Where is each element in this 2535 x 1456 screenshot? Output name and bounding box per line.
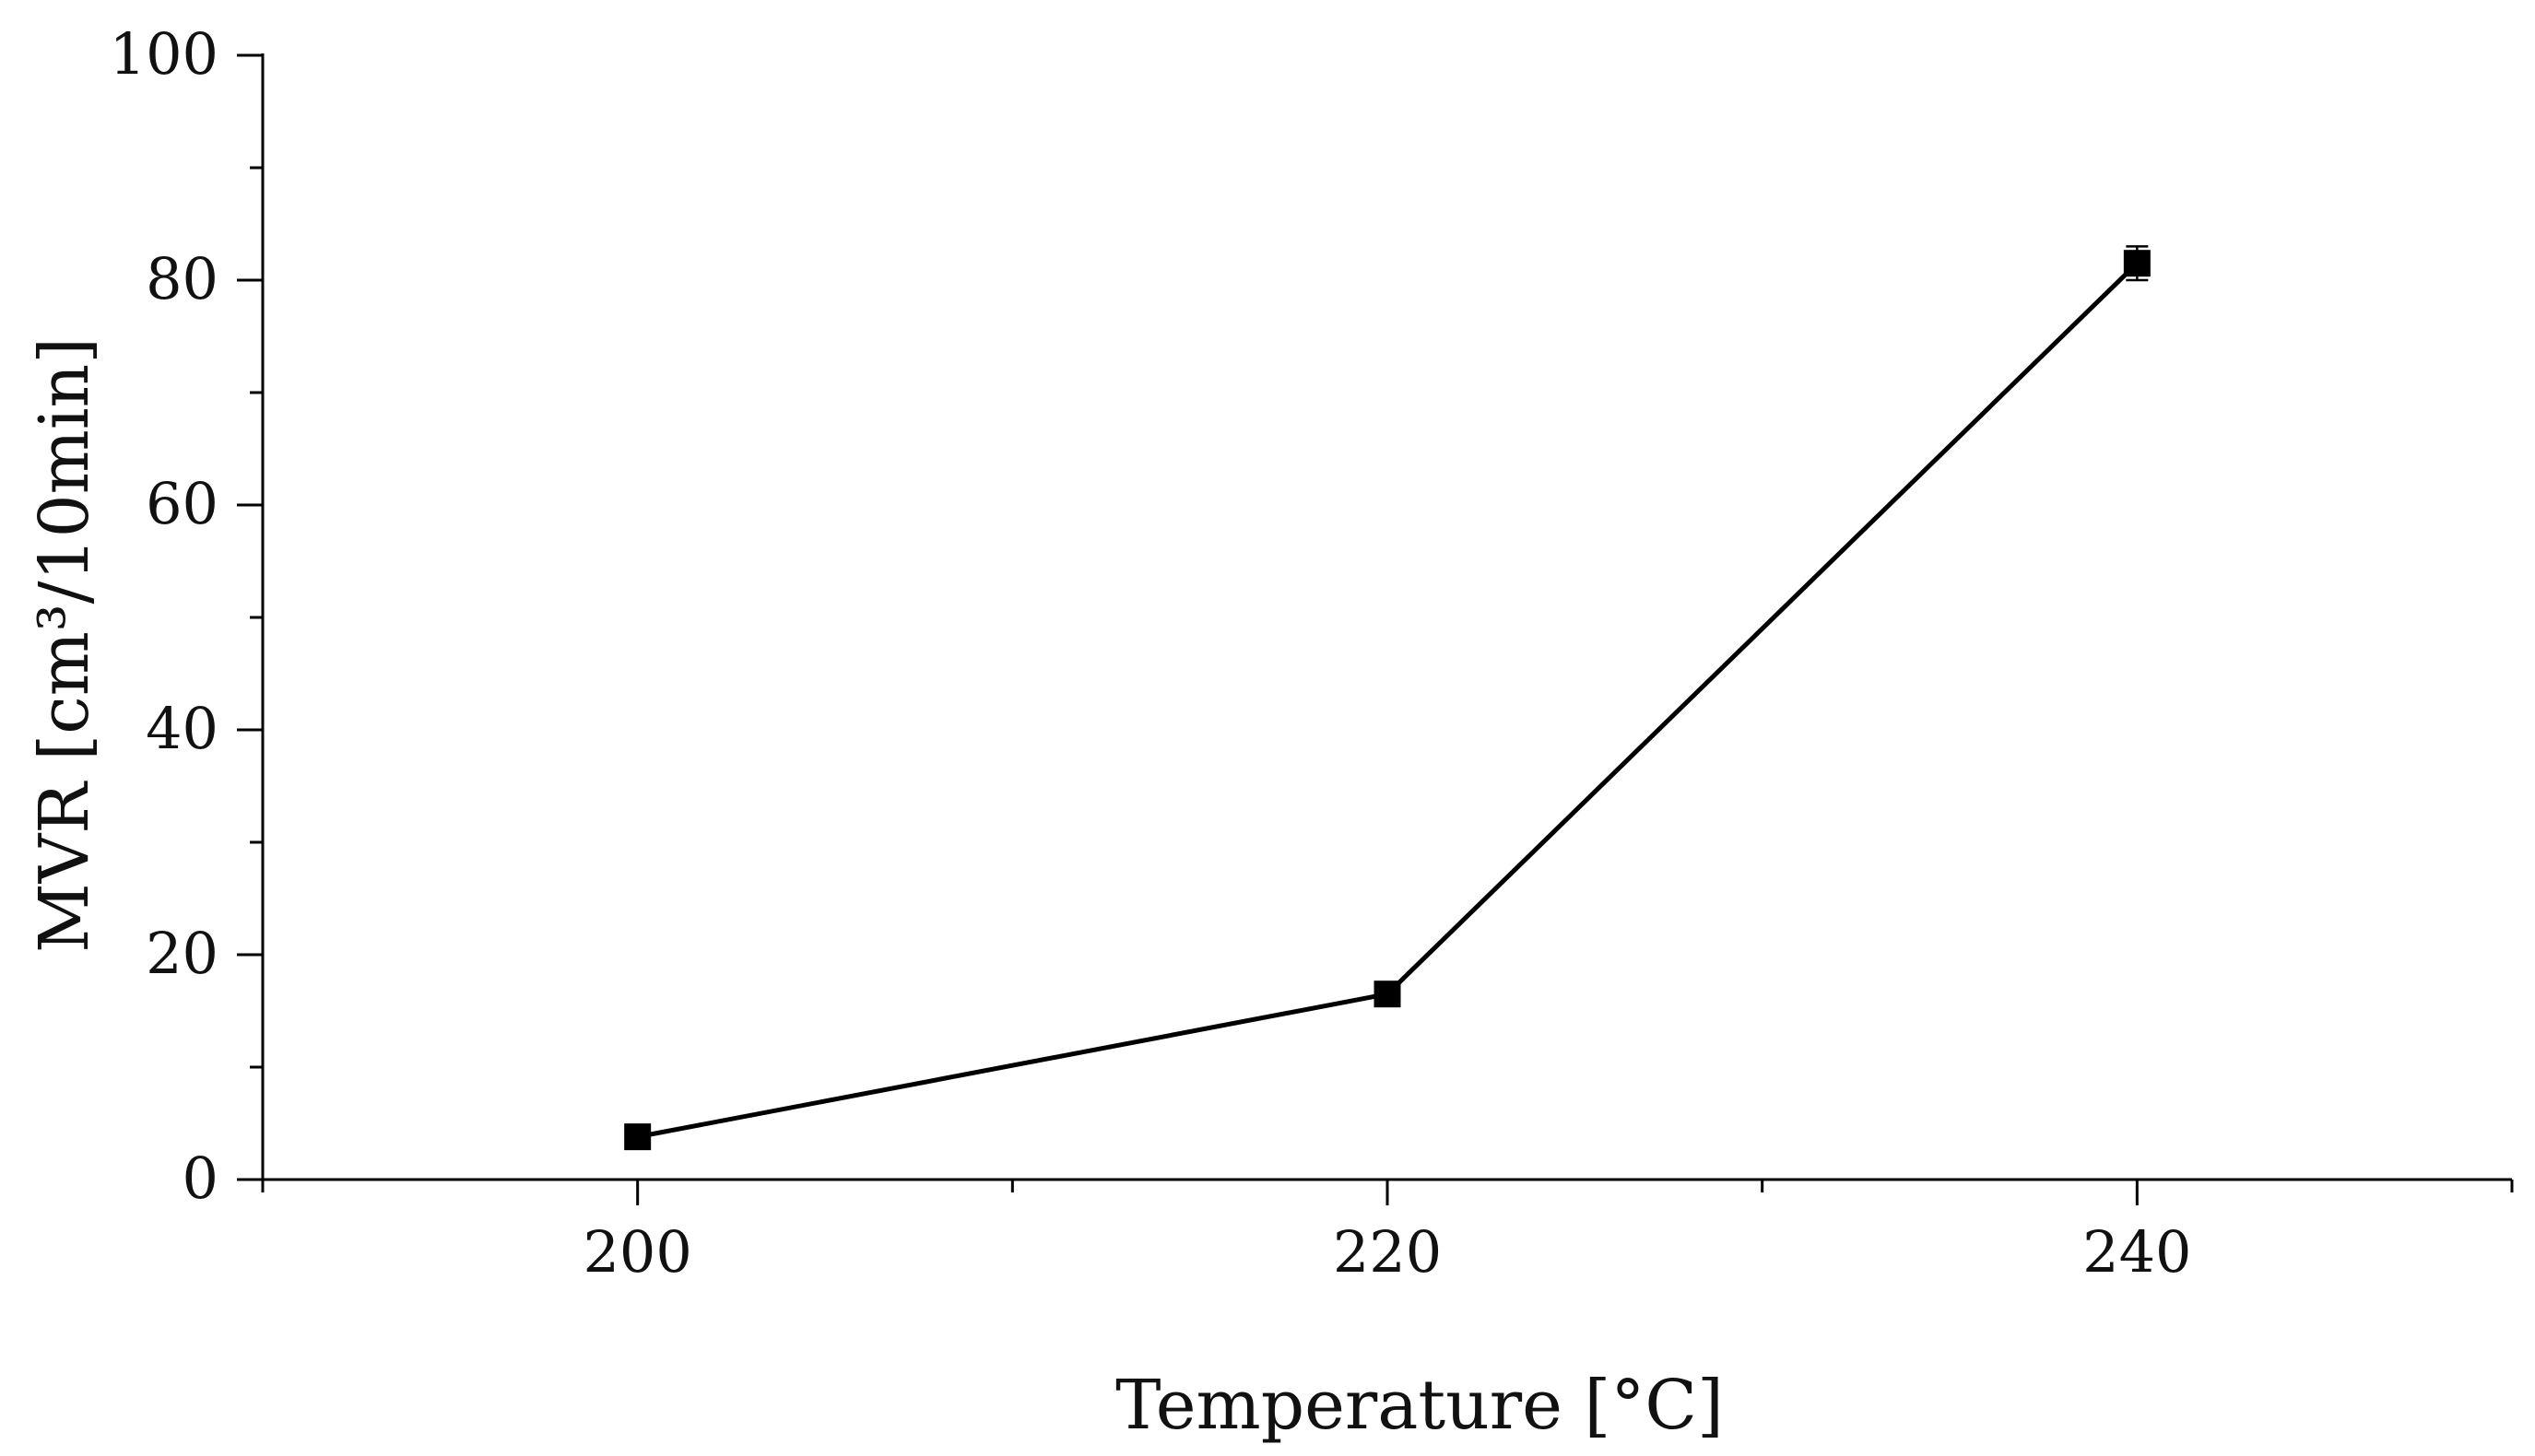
data-point-marker (2123, 250, 2151, 277)
plot-area (624, 245, 2151, 1151)
x-axis-title: Temperature [°C] (1115, 1366, 1724, 1445)
data-point-marker (1374, 980, 1401, 1008)
y-tick-label: 20 (146, 920, 218, 987)
y-tick-label: 40 (146, 695, 218, 762)
data-point-marker (624, 1123, 652, 1151)
x-tick-label: 200 (583, 1218, 691, 1286)
y-tick-label: 80 (146, 245, 218, 312)
x-tick-label: 240 (2082, 1218, 2191, 1286)
x-tick-label: 220 (1333, 1218, 1442, 1286)
y-tick-label: 60 (146, 470, 218, 537)
y-axis-ticks: 0 20 40 60 80 100 (110, 20, 263, 1212)
y-axis-title: MVR [cm³/10min] (25, 337, 104, 953)
x-axis-ticks: 200 220 240 (261, 1180, 2514, 1286)
y-tick-label: 0 (183, 1145, 218, 1212)
axes: 0 20 40 60 80 100 200 220 240 (110, 20, 2514, 1286)
y-tick-label: 100 (110, 20, 218, 88)
